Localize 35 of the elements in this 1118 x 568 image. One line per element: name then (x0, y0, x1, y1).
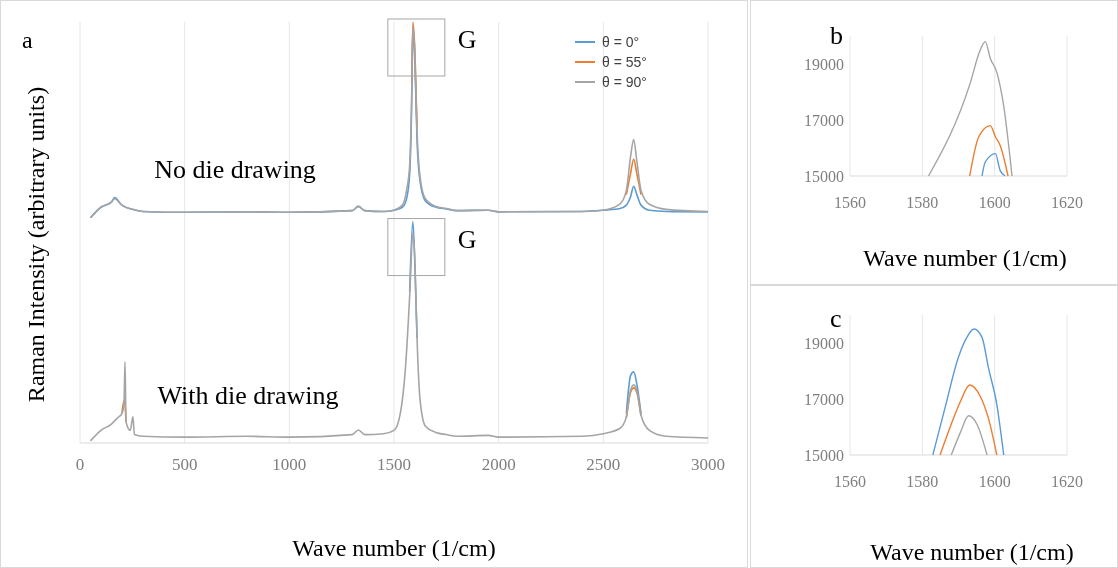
x-tick-label: 1000 (272, 455, 307, 474)
y-axis-title: Raman Intensity (arbitrary units) (23, 86, 49, 403)
x-tick-label: 1620 (1051, 194, 1083, 211)
text: a (22, 27, 33, 53)
annotation: G (457, 25, 477, 54)
x-axis-title: Wave number (1/cm) (870, 539, 1074, 565)
annotation: G (457, 224, 477, 254)
y-tick-label: 17000 (804, 111, 844, 129)
x-tick-label: 1560 (834, 194, 866, 211)
text: b (830, 21, 843, 50)
x-tick-label: 1500 (377, 455, 411, 474)
x-tick-label: 0 (75, 455, 85, 474)
y-tick-label: 19000 (804, 55, 844, 73)
x-tick-label: 2500 (586, 455, 621, 474)
y-tick-label: 17000 (804, 390, 844, 408)
annotation: With die drawing (157, 381, 339, 410)
x-tick-label: 1560 (834, 473, 866, 490)
text: c (830, 304, 842, 333)
x-axis-title: Wave number (1/cm) (292, 535, 496, 561)
x-tick-label: 1580 (906, 473, 939, 490)
x-tick-label: 500 (171, 455, 198, 474)
annotation: No die drawing (154, 155, 316, 184)
x-axis-title: Wave number (1/cm) (863, 245, 1067, 271)
x-tick-label: 1580 (906, 194, 939, 211)
x-tick-label: 1600 (978, 473, 1011, 490)
x-tick-label: 3000 (691, 455, 725, 474)
x-tick-label: 2000 (481, 455, 516, 474)
legend-label: θ = 55° (602, 53, 647, 70)
x-tick-label: 1600 (978, 194, 1011, 211)
legend-label: θ = 0° (602, 33, 640, 50)
x-tick-label: 1620 (1051, 473, 1083, 490)
y-tick-label: 15000 (804, 167, 844, 185)
legend-label: θ = 90° (602, 73, 647, 90)
y-tick-label: 19000 (804, 334, 844, 352)
y-tick-label: 15000 (804, 446, 844, 464)
